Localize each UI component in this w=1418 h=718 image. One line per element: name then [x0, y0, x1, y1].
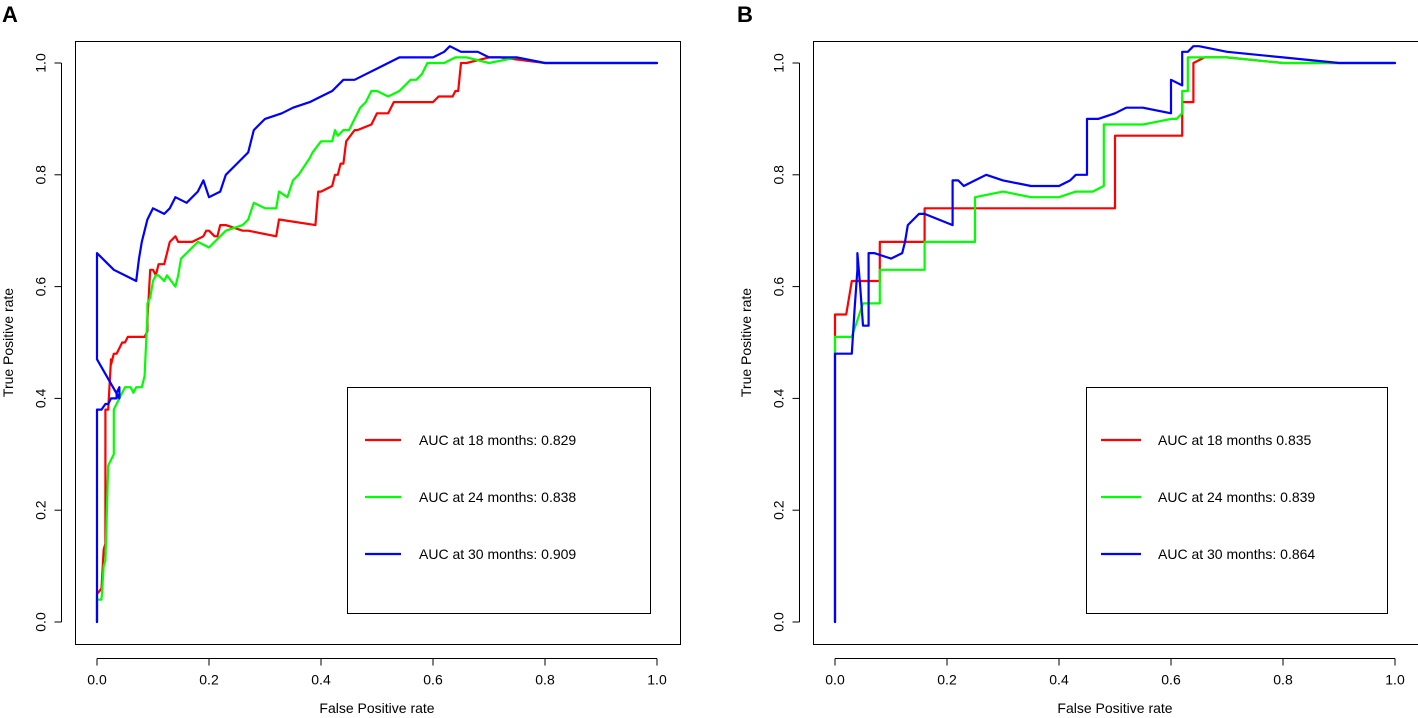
roc-curve-series-3 — [95, 45, 659, 624]
plot-frame — [813, 41, 1418, 645]
roc-curve-series-1 — [833, 56, 1397, 624]
x-tick-label: 1.0 — [1385, 672, 1405, 688]
x-tick-label: 0.2 — [199, 672, 219, 688]
x-tick-label: 0.8 — [1273, 672, 1293, 688]
roc-curve-series-2 — [833, 56, 1397, 624]
x-tick-label: 1.0 — [647, 672, 667, 688]
roc-panel-a: A 0.0 0.2 0.4 0.6 0.8 1.0 0.0 0.2 0.4 0.6 0.8 1.0 Fal… — [0, 2, 681, 716]
y-tick-label: 0.2 — [771, 500, 787, 520]
x-tick-label: 0.2 — [937, 672, 957, 688]
x-tick-label: 0.6 — [423, 672, 443, 688]
panel-label: A — [2, 2, 18, 27]
y-tick-label: 0.4 — [771, 388, 787, 408]
legend-entry-label: AUC at 30 months: 0.864 — [1158, 546, 1315, 562]
legend-entry-label: AUC at 18 months: 0.829 — [419, 432, 576, 448]
roc-curve-series-3 — [833, 45, 1397, 624]
legend-entry-label: AUC at 18 months 0.835 — [1158, 432, 1312, 448]
x-tick-label: 0.4 — [1049, 672, 1069, 688]
x-tick-label: 0.0 — [87, 672, 107, 688]
legend-entry-label: AUC at 24 months: 0.839 — [1158, 489, 1315, 505]
legend-entry-label: AUC at 24 months: 0.838 — [419, 489, 576, 505]
legend-entry-label: AUC at 30 months: 0.909 — [419, 546, 576, 562]
y-axis-title: True Positive rate — [0, 288, 16, 397]
y-axis-title: True Positive rate — [738, 288, 754, 397]
y-tick-label: 1.0 — [771, 53, 787, 73]
y-tick-label: 0.6 — [33, 277, 49, 297]
roc-panel-b: B 0.0 0.2 0.4 0.6 0.8 1.0 0.0 0.2 0.4 0.6 0.8 1.0 Fal… — [737, 2, 1418, 716]
y-tick-label: 0.8 — [771, 165, 787, 185]
y-tick-label: 0.4 — [33, 388, 49, 408]
legend: AUC at 18 months: 0.829 AUC at 24 months:… — [347, 387, 651, 614]
x-tick-label: 0.8 — [535, 672, 555, 688]
panel-label: B — [737, 2, 753, 27]
roc-curve-series-1 — [95, 56, 659, 624]
plot-frame — [75, 41, 681, 645]
x-tick-label: 0.4 — [311, 672, 331, 688]
x-axis-title: False Positive rate — [319, 700, 434, 716]
legend-box — [1086, 387, 1388, 614]
roc-curve-series-2 — [95, 56, 659, 624]
x-axis-title: False Positive rate — [1057, 700, 1172, 716]
y-tick-label: 0.0 — [33, 612, 49, 632]
legend: AUC at 18 months 0.835 AUC at 24 months: … — [1086, 387, 1388, 614]
y-tick-label: 0.6 — [771, 277, 787, 297]
legend-box — [347, 387, 651, 614]
x-tick-label: 0.6 — [1161, 672, 1181, 688]
y-tick-label: 1.0 — [33, 53, 49, 73]
y-tick-label: 0.2 — [33, 500, 49, 520]
y-tick-label: 0.0 — [771, 612, 787, 632]
x-tick-label: 0.0 — [825, 672, 845, 688]
y-tick-label: 0.8 — [33, 165, 49, 185]
